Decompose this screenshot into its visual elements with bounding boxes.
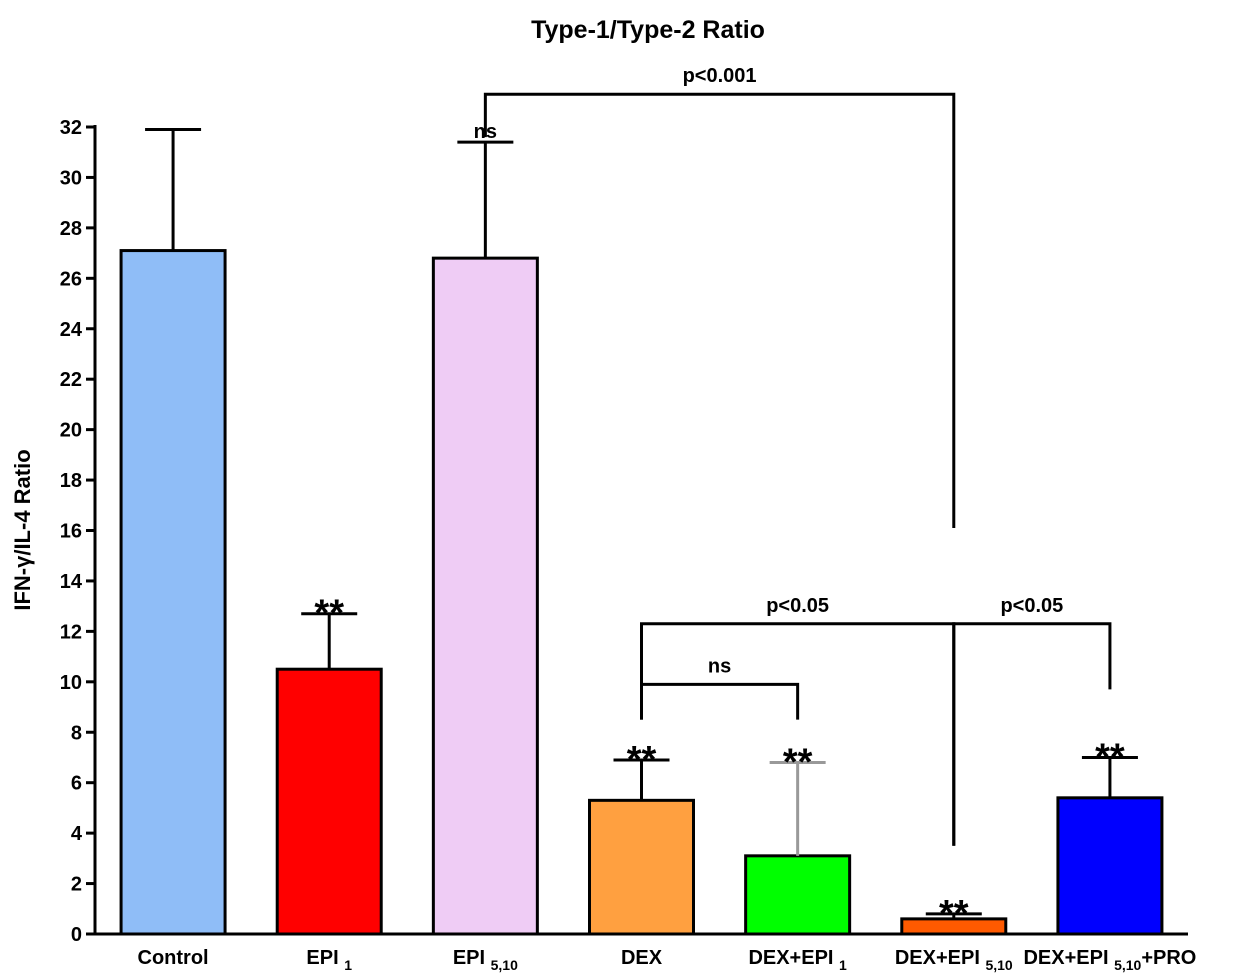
significance-marker: ** xyxy=(1095,736,1125,778)
comparison-label: p<0.05 xyxy=(766,595,829,617)
y-tick-label: 30 xyxy=(60,167,82,189)
error-bars xyxy=(145,128,1138,919)
significance-marker: ** xyxy=(314,593,344,635)
significance-marker: ** xyxy=(783,742,813,784)
y-tick-label: 28 xyxy=(60,218,82,240)
x-tick-label: EPI 1 xyxy=(306,947,352,973)
y-axis-label: IFN-γ/IL-4 Ratio xyxy=(10,449,35,610)
y-tick-label: 24 xyxy=(60,319,83,341)
comparison-label: p<0.001 xyxy=(683,65,757,87)
x-tick-label: DEX+EPI 1 xyxy=(748,947,847,973)
y-tick-label: 32 xyxy=(60,117,82,139)
chart-title: Type-1/Type-2 Ratio xyxy=(531,16,765,44)
significance-markers: ** ns ** ** ** ** xyxy=(314,121,1125,935)
significance-marker: ** xyxy=(939,893,969,935)
x-tick-label: DEX+EPI 5,10+PRO xyxy=(1023,947,1196,973)
y-tick-label: 16 xyxy=(60,521,82,543)
x-tick-label: DEX xyxy=(621,947,663,969)
bars xyxy=(119,249,1164,936)
y-tick-label: 12 xyxy=(60,621,82,643)
comparison-bracket xyxy=(483,92,956,528)
y-tick-label: 0 xyxy=(71,924,82,946)
bar xyxy=(588,798,695,936)
y-tick-label: 14 xyxy=(60,571,83,593)
x-tick-label: DEX+EPI 5,10 xyxy=(895,947,1013,973)
comparison-brackets: p<0.001 ns p<0.05 p<0.05 xyxy=(483,65,1112,846)
comparison-label: ns xyxy=(708,655,731,677)
bar xyxy=(431,256,539,936)
y-tick-label: 26 xyxy=(60,268,82,290)
y-tick-label: 4 xyxy=(71,823,83,845)
comparison-bracket xyxy=(952,622,1112,846)
bar xyxy=(119,249,227,936)
y-tick-label: 6 xyxy=(71,773,82,795)
y-tick-label: 2 xyxy=(71,874,82,896)
x-tick-labels: Control EPI 1 EPI 5,10 DEX DEX+EPI 1 DEX+EPI … xyxy=(138,947,1197,973)
bar xyxy=(744,854,852,936)
y-tick-label: 18 xyxy=(60,470,82,492)
x-tick-label: EPI 5,10 xyxy=(453,947,518,973)
y-tick-label: 22 xyxy=(60,369,82,391)
y-tick-label: 10 xyxy=(60,672,82,694)
bar xyxy=(1056,796,1164,936)
significance-marker: ** xyxy=(627,739,657,781)
y-tick-label: 8 xyxy=(71,722,82,744)
y-tick-label: 20 xyxy=(60,420,82,442)
x-tick-label: Control xyxy=(138,947,209,969)
bar xyxy=(275,667,383,936)
comparison-bracket xyxy=(640,682,800,720)
comparison-label: p<0.05 xyxy=(1000,595,1063,617)
